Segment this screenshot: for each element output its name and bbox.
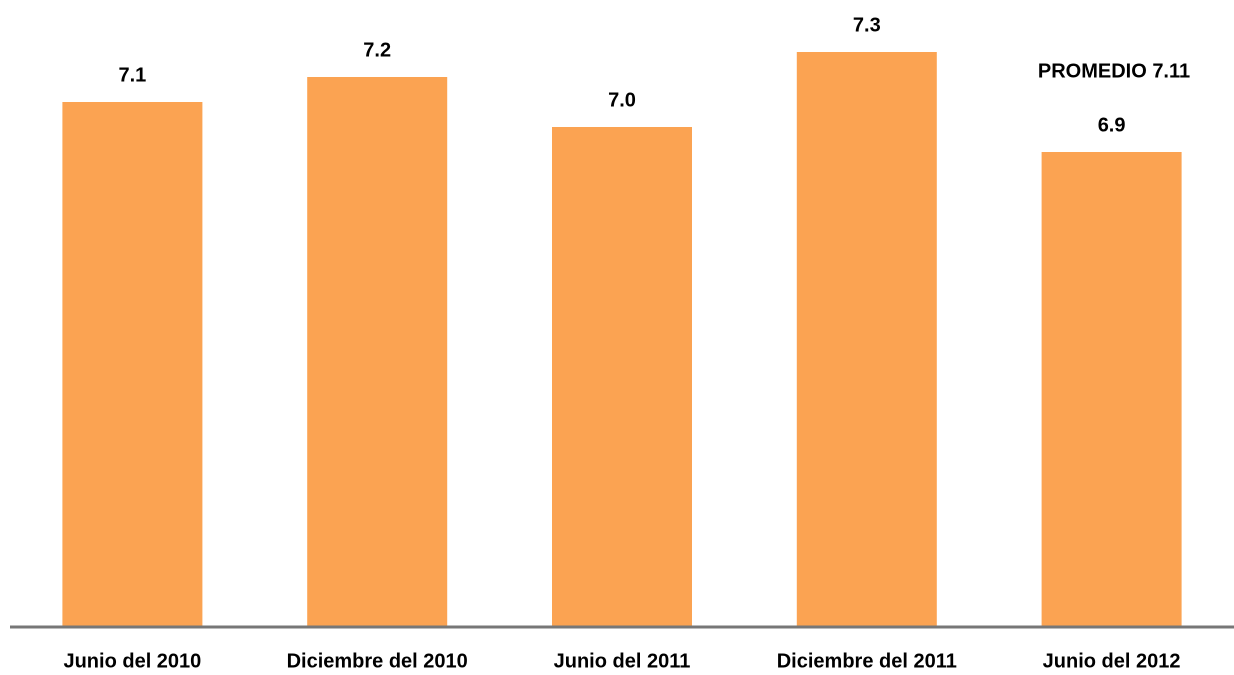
value-label: 7.1	[118, 64, 146, 86]
bar	[307, 77, 448, 627]
x-tick-label: Junio del 2012	[1043, 650, 1181, 672]
bar	[1041, 152, 1182, 627]
value-label: 7.2	[363, 39, 391, 61]
bar	[796, 52, 937, 627]
bar	[62, 102, 203, 627]
x-tick-label: Junio del 2010	[63, 650, 201, 672]
value-label: 7.0	[608, 89, 636, 111]
bar	[552, 127, 692, 627]
annotation: PROMEDIO 7.11	[1038, 60, 1190, 82]
x-tick-label: Diciembre del 2011	[777, 650, 957, 672]
value-label: 6.9	[1098, 114, 1126, 136]
x-tick-label: Junio del 2011	[554, 650, 691, 672]
value-label: 7.3	[853, 14, 881, 36]
x-tick-label: Diciembre del 2010	[287, 650, 468, 672]
